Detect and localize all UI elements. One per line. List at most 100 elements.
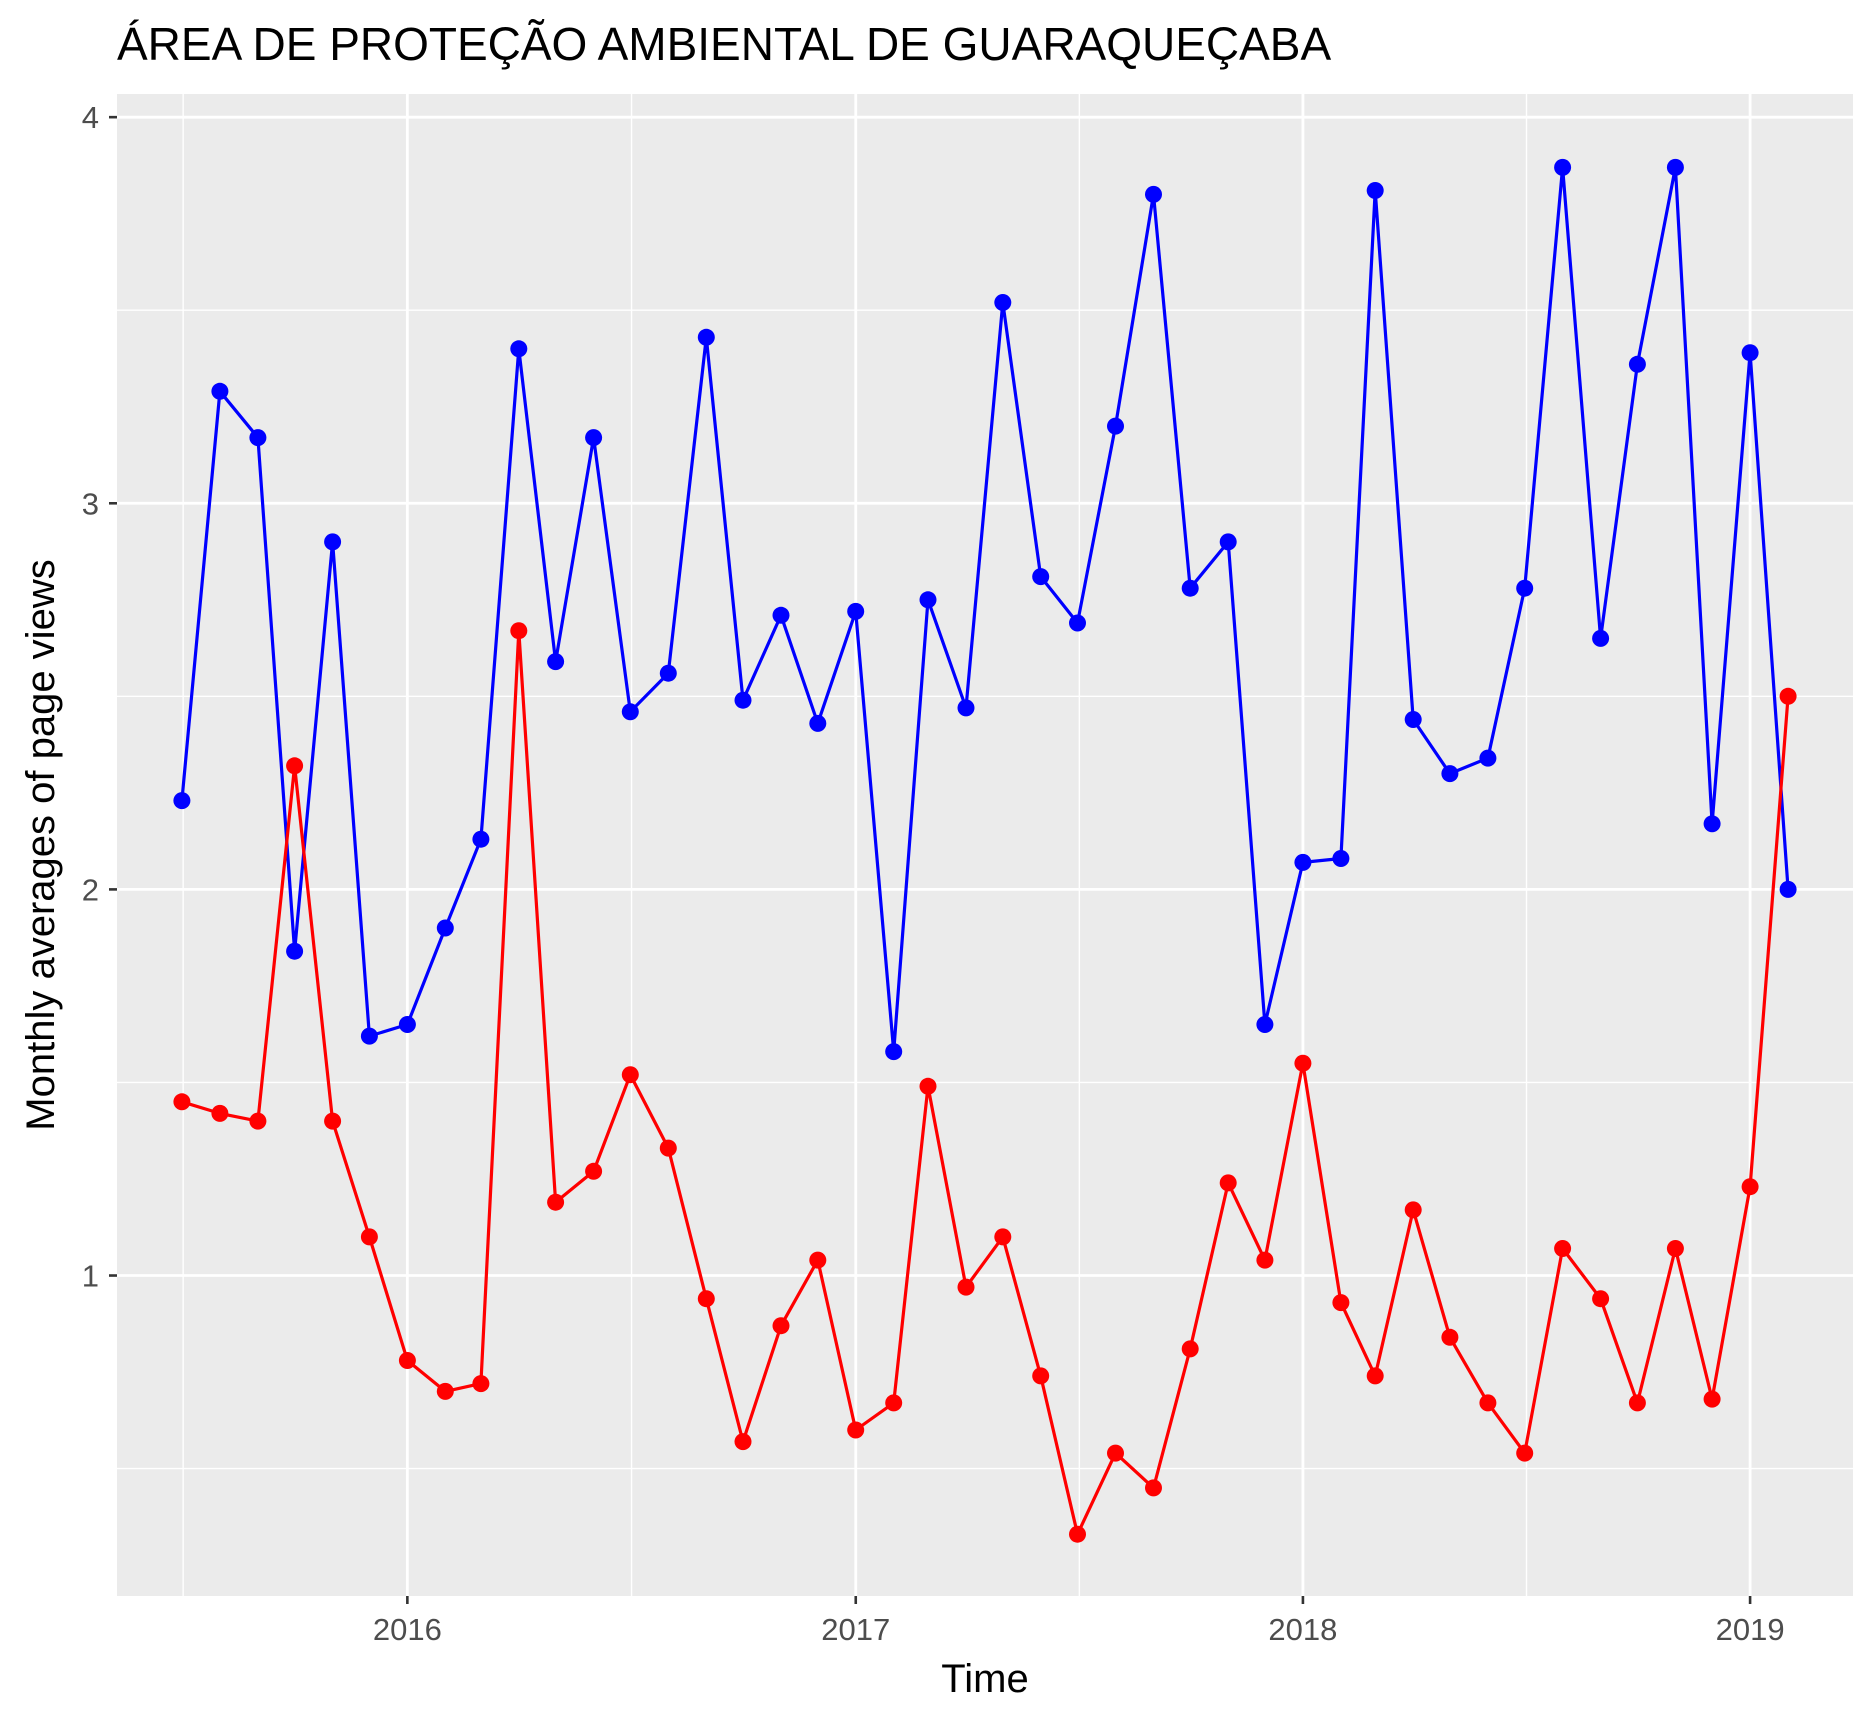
- series-2-point: [659, 1139, 677, 1157]
- series-1-point: [1779, 880, 1797, 898]
- y-tick-label-1: 1: [82, 1259, 99, 1294]
- series-1-point: [286, 942, 304, 960]
- series-2-point: [734, 1433, 752, 1451]
- series-1-point: [1107, 417, 1124, 435]
- series-1-point: [1441, 765, 1459, 783]
- x-axis: 2016 2017 2018 2019: [373, 1612, 1785, 1647]
- series-2-point: [697, 1290, 715, 1308]
- series-1-point: [772, 606, 790, 624]
- series-1-point: [1219, 533, 1237, 551]
- series-1-point: [510, 340, 528, 358]
- series-2-point: [324, 1112, 342, 1130]
- series-2-point: [772, 1317, 790, 1335]
- series-2-point: [1779, 687, 1797, 705]
- series-1-point: [547, 653, 565, 671]
- plot-panel: [117, 94, 1853, 1596]
- series-1-point: [885, 1043, 903, 1061]
- series-1-point: [436, 919, 454, 937]
- series-2-point: [1332, 1294, 1350, 1312]
- series-1-point: [1516, 579, 1534, 597]
- series-1-point: [1479, 749, 1497, 767]
- series-1-point: [472, 830, 490, 848]
- series-1-point: [659, 664, 677, 682]
- series-1-point: [1628, 355, 1646, 373]
- series-2-point: [1516, 1444, 1534, 1462]
- series-1-point: [1366, 182, 1384, 199]
- series-1-point: [994, 294, 1012, 311]
- series-1-point: [697, 328, 715, 346]
- series-2-point: [847, 1421, 865, 1439]
- x-tick-label-2019: 2019: [1716, 1612, 1785, 1647]
- series-1-line: [180, 165, 1790, 1054]
- series-1-point: [957, 699, 975, 717]
- series-1-point: [1256, 1016, 1274, 1033]
- series-1-point: [360, 1027, 378, 1045]
- series-2-point: [249, 1112, 267, 1130]
- series-1-point: [809, 714, 827, 732]
- series-2-point: [1628, 1394, 1646, 1412]
- series-1-point: [398, 1016, 416, 1033]
- series-2-point: [1592, 1290, 1610, 1308]
- series-1-point: [1294, 853, 1312, 871]
- series-layer: [173, 158, 1797, 1543]
- y-tick-label-4: 4: [82, 100, 99, 135]
- series-2-point: [1441, 1328, 1459, 1346]
- series-1-point: [173, 792, 191, 810]
- series-2-point: [1069, 1525, 1086, 1543]
- series-2-point: [1145, 1479, 1162, 1497]
- series-2-point: [211, 1104, 229, 1122]
- series-1-point: [1703, 815, 1721, 833]
- series-2-point: [919, 1077, 937, 1095]
- series-2-point: [547, 1193, 565, 1211]
- x-axis-title: Time: [941, 1657, 1028, 1701]
- series-2-point: [957, 1278, 975, 1296]
- series-2-point: [1181, 1340, 1199, 1358]
- x-tick-label-2017: 2017: [821, 1612, 890, 1647]
- series-1-point: [919, 591, 937, 609]
- series-1-point: [249, 429, 267, 447]
- series-2-point: [1219, 1174, 1237, 1192]
- series-2-point: [510, 622, 528, 640]
- series-1-point: [1404, 711, 1422, 728]
- series-1-point: [1332, 850, 1350, 867]
- series-2-point: [472, 1375, 490, 1393]
- series-2-point: [398, 1352, 416, 1369]
- series-2-point: [1256, 1251, 1274, 1269]
- series-1-point: [211, 382, 229, 400]
- series-2-point: [885, 1394, 903, 1412]
- series-2-point: [1666, 1240, 1684, 1257]
- series-2-point: [585, 1162, 603, 1180]
- y-tick-label-3: 3: [82, 486, 99, 521]
- x-tick-label-2016: 2016: [373, 1612, 442, 1647]
- series-2-point: [994, 1228, 1012, 1246]
- series-2-point: [286, 757, 304, 775]
- series-1-point: [621, 703, 639, 721]
- series-2-point: [436, 1382, 454, 1400]
- series-2-point: [173, 1093, 191, 1111]
- series-2-point: [1703, 1390, 1721, 1408]
- y-axis: 1 2 3 4: [82, 100, 99, 1293]
- series-2-point: [1404, 1201, 1422, 1219]
- series-1-point: [324, 533, 342, 551]
- y-axis-title: Monthly averages of page views: [19, 559, 63, 1130]
- series-1-point: [1741, 344, 1759, 362]
- series-2-point: [1032, 1367, 1050, 1385]
- chart-title: ÁREA DE PROTEÇÃO AMBIENTAL DE GUARAQUEÇA…: [117, 18, 1331, 70]
- series-1-point: [585, 429, 603, 447]
- series-1-point: [847, 602, 865, 620]
- series-1-point: [1069, 614, 1086, 632]
- series-2-point: [1479, 1394, 1497, 1412]
- series-1-point: [1181, 579, 1199, 597]
- series-2-point: [1294, 1054, 1312, 1072]
- series-1-point: [1592, 629, 1610, 647]
- series-2-point: [809, 1251, 827, 1269]
- series-2-point: [1107, 1444, 1124, 1462]
- series-1-point: [1554, 158, 1572, 176]
- series-2-point: [621, 1066, 639, 1084]
- series-2-point: [360, 1228, 378, 1246]
- series-1-point: [1032, 568, 1050, 586]
- series-2-point: [1554, 1240, 1572, 1257]
- series-1-point: [1666, 158, 1684, 176]
- series-2-point: [1366, 1367, 1384, 1385]
